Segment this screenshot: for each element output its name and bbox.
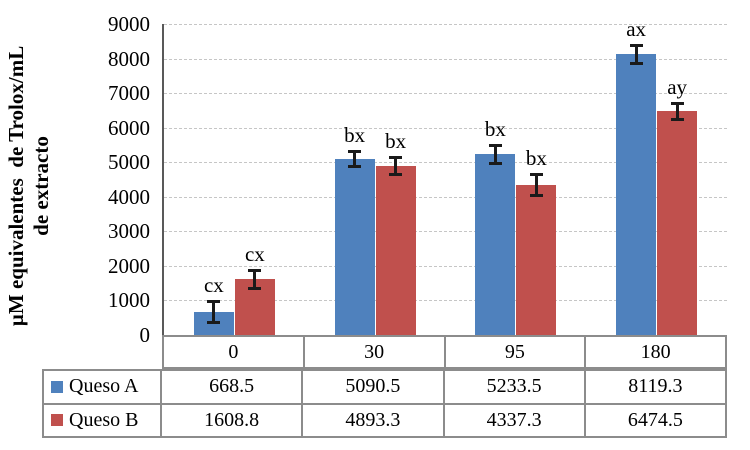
bar-group-30: bx bx: [305, 24, 446, 335]
table-row-queso-b: Queso B 1608.8 4893.3 4337.3 6474.5: [44, 404, 725, 436]
error-bar-cap: [348, 149, 362, 153]
bar-group-0: cx cx: [164, 24, 305, 335]
y-tick-label: 6000: [108, 115, 150, 140]
gridline: [164, 127, 727, 129]
bar-queso-a-180: [616, 54, 657, 335]
significance-label: ay: [667, 74, 688, 99]
error-bar-cap: [529, 173, 543, 177]
table-value-queso-b-95: 4337.3: [445, 404, 586, 436]
bar-queso-a-95: [475, 154, 516, 335]
legend-swatch-icon: [51, 414, 63, 427]
data-table: Queso A 668.5 5090.5 5233.5 8119.3 Queso B 160…: [42, 369, 727, 438]
significance-label: bx: [385, 128, 407, 153]
legend-swatch-icon: [51, 380, 63, 393]
y-tick-label: 9000: [108, 12, 150, 36]
category-label-180: 180: [640, 340, 671, 363]
error-bar-cap: [629, 61, 643, 65]
error-bar-cap: [389, 155, 403, 159]
error-bar: [634, 44, 638, 65]
gridline: [164, 24, 727, 25]
significance-label: ax: [626, 17, 647, 42]
gridline: [164, 300, 727, 302]
bar-group-95: bx bx: [446, 24, 587, 335]
error-bar-cap: [629, 44, 643, 48]
error-bar-cap: [207, 299, 221, 303]
y-axis-title-line1: µM equivalentes de Trolox/mL: [4, 45, 29, 327]
error-bar: [534, 173, 538, 197]
error-bar: [212, 300, 216, 324]
error-bar-cap: [207, 320, 221, 324]
gridline: [164, 162, 727, 164]
y-tick-label: 2000: [108, 253, 150, 278]
plot-area: cx cx bx bx bx bx ax ay: [162, 19, 727, 335]
gridline: [164, 93, 727, 95]
error-bar: [493, 143, 497, 165]
gridline: [164, 265, 727, 267]
category-header-row: 0 30 95 180: [162, 335, 727, 369]
gridline: [164, 231, 727, 233]
error-bar: [253, 268, 257, 291]
table-value-queso-b-180: 6474.5: [627, 408, 683, 431]
bar-queso-b-180: [657, 111, 698, 335]
significance-label: cx: [244, 241, 265, 266]
bar-group-180: ax ay: [586, 19, 727, 335]
error-bar-cap: [529, 193, 543, 197]
table-value-queso-a-0: 668.5: [162, 371, 304, 403]
significance-label: bx: [344, 122, 366, 147]
category-label-30: 30: [305, 337, 446, 367]
table-value-queso-a-95: 5233.5: [445, 371, 586, 403]
bar-queso-b-30: [375, 165, 416, 335]
bar-queso-b-95: [516, 185, 557, 335]
y-tick-label: 8000: [108, 46, 150, 71]
table-row-queso-a: Queso A 668.5 5090.5 5233.5 8119.3: [44, 371, 725, 405]
error-bar-cap: [488, 161, 502, 165]
legend-item-queso-b: Queso B: [44, 404, 162, 436]
y-axis-title: µM equivalentes de Trolox/mL de extracto: [4, 46, 54, 326]
y-tick-label: 3000: [108, 219, 150, 244]
table-value-queso-b-0: 1608.8: [162, 404, 304, 436]
error-bar: [394, 155, 398, 177]
error-bar: [353, 149, 357, 169]
legend-series-name: Queso A: [69, 375, 139, 398]
error-bar-cap: [248, 268, 262, 272]
error-bar-cap: [670, 101, 684, 105]
bar-queso-a-30: [334, 159, 375, 335]
y-tick-label: 7000: [108, 81, 150, 106]
table-value-queso-b-30: 4893.3: [303, 404, 445, 436]
error-bar-cap: [389, 173, 403, 177]
y-tick-label: 0: [139, 323, 151, 347]
significance-label: cx: [203, 272, 224, 297]
gridline: [164, 58, 727, 60]
legend-item-queso-a: Queso A: [44, 371, 162, 403]
error-bar-cap: [488, 143, 502, 147]
table-value-queso-a-180: 8119.3: [628, 375, 683, 398]
error-bar-cap: [248, 287, 262, 291]
y-axis-title-box: µM equivalentes de Trolox/mL de extracto: [0, 0, 58, 372]
significance-label: bx: [525, 146, 547, 171]
category-label-0: 0: [164, 337, 305, 367]
significance-label: bx: [484, 116, 506, 141]
category-label-95: 95: [446, 337, 587, 367]
gridline: [164, 196, 727, 198]
y-tick-label: 1000: [108, 288, 150, 313]
error-bar-cap: [348, 165, 362, 169]
table-value-queso-a-30: 5090.5: [303, 371, 445, 403]
error-bar: [675, 101, 679, 121]
error-bar-cap: [670, 117, 684, 121]
legend-series-name: Queso B: [69, 408, 139, 431]
y-tick-label: 4000: [108, 184, 150, 209]
y-axis-title-line2: de extracto: [29, 136, 53, 236]
y-tick-label: 5000: [108, 150, 150, 175]
